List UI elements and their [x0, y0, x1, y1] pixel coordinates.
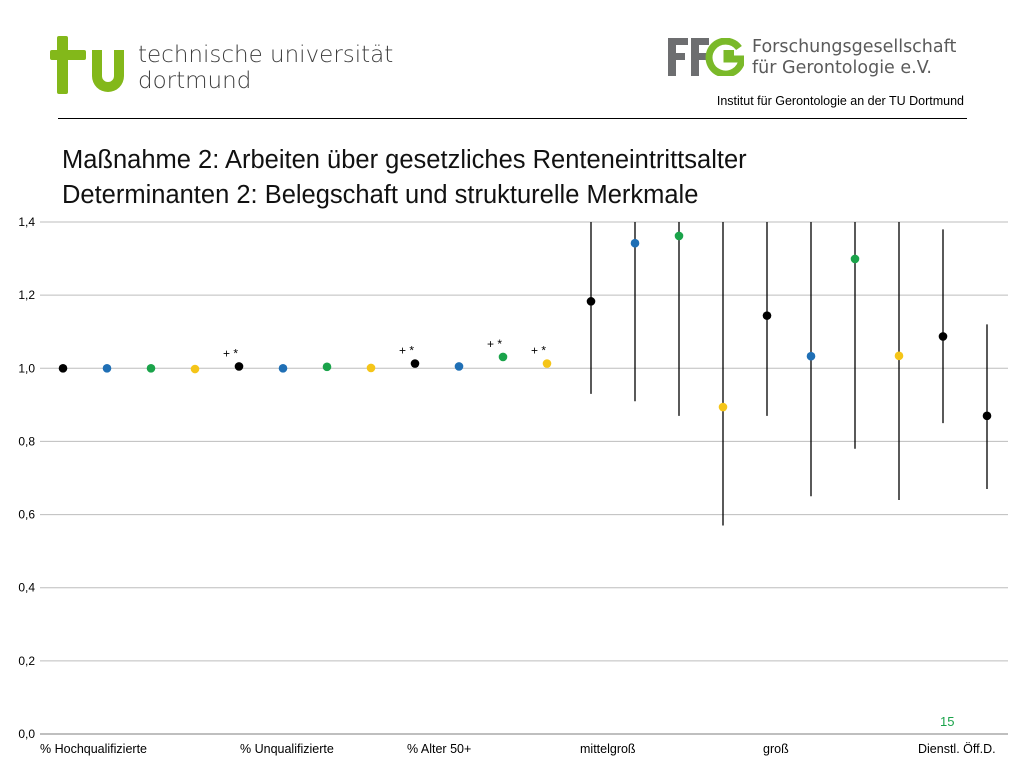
ffg-name-line1: Forschungsgesellschaft: [752, 37, 957, 57]
x-category-dienstl-oeff: Dienstl. Öff.D.: [918, 742, 996, 756]
y-tick-label: 0,8: [18, 434, 35, 448]
data-point: [366, 363, 376, 373]
data-point: [234, 362, 244, 371]
data-point: [498, 352, 508, 362]
odds-ratio-chart: 0,0 0,2 0,4 0,6 0,8 1,0 1,2 1,4 + * + * + * + *: [18, 215, 1008, 741]
tu-name: technische universität dortmund: [138, 42, 393, 94]
data-point: [718, 402, 728, 412]
data-point: [454, 362, 464, 371]
significance-annotation: + *: [487, 337, 502, 351]
chart-confidence-intervals: [590, 222, 988, 526]
x-category-alter-50: % Alter 50+: [407, 742, 472, 756]
data-point: [850, 254, 860, 264]
tu-dortmund-logo: [50, 36, 124, 94]
data-point: [102, 363, 112, 373]
tu-logo-bar: [50, 50, 86, 60]
y-tick-label: 0,4: [18, 581, 35, 595]
y-tick-label: 0,6: [18, 508, 35, 522]
data-point: [630, 238, 640, 248]
data-point: [146, 363, 156, 373]
data-point: [674, 231, 684, 241]
y-tick-label: 0,2: [18, 654, 35, 668]
data-point: [762, 311, 772, 320]
significance-annotation: + *: [399, 344, 414, 358]
data-point: [938, 332, 948, 341]
data-point: [982, 411, 992, 421]
tu-name-line1: technische universität: [138, 42, 394, 68]
y-tick-label: 1,4: [18, 215, 35, 229]
data-point: [894, 351, 904, 361]
y-tick-label: 0,0: [18, 727, 35, 741]
data-point: [586, 297, 596, 306]
data-point: [410, 359, 420, 368]
institute-label: Institut für Gerontologie an der TU Dort…: [716, 94, 964, 108]
slide-title-line1: Maßnahme 2: Arbeiten über gesetzliches R…: [62, 146, 747, 174]
data-point: [322, 362, 332, 372]
page-number: 15: [940, 714, 955, 729]
x-category-hochqualifizierte: % Hochqualifizierte: [40, 742, 147, 756]
y-tick-label: 1,0: [18, 361, 35, 375]
header-divider: [58, 118, 967, 119]
significance-annotation: + *: [531, 344, 546, 358]
tu-logo-stem: [57, 36, 68, 94]
tu-logo-mark: [50, 36, 124, 94]
x-category-unqualifizierte: % Unqualifizierte: [240, 742, 334, 756]
significance-annotation: + *: [223, 346, 238, 360]
data-point: [190, 364, 200, 374]
data-point: [58, 363, 68, 373]
chart-points: [58, 231, 992, 421]
ffg-logo: [668, 38, 744, 76]
data-point: [278, 363, 288, 373]
x-category-mittelgross: mittelgroß: [580, 742, 636, 756]
slide-title-line2: Determinanten 2: Belegschaft und struktu…: [62, 181, 699, 209]
tu-logo-u: [92, 50, 124, 92]
ffg-logo-ff: [668, 38, 709, 76]
slide-title: Maßnahme 2: Arbeiten über gesetzliches R…: [62, 143, 747, 213]
y-tick-label: 1,2: [18, 288, 35, 302]
data-point: [542, 359, 552, 368]
data-point: [806, 351, 816, 361]
chart-gridlines: [40, 221, 1008, 735]
ffg-name-line2: für Gerontologie e.V.: [752, 58, 932, 78]
ffg-logo-g: [705, 38, 744, 76]
x-category-gross: groß: [763, 742, 789, 756]
tu-name-line2: dortmund: [138, 68, 252, 94]
chart-annotations: + * + * + * + *: [223, 337, 546, 361]
ffg-name: Forschungsgesellschaft für Gerontologie …: [752, 37, 956, 79]
chart-y-axis: 0,0 0,2 0,4 0,6 0,8 1,0 1,2 1,4: [18, 215, 35, 741]
